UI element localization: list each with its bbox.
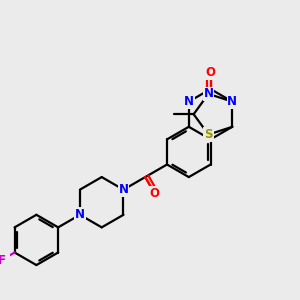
Text: N: N xyxy=(184,95,194,108)
Text: N: N xyxy=(118,183,128,196)
Text: O: O xyxy=(150,187,160,200)
Text: N: N xyxy=(203,87,213,101)
Text: S: S xyxy=(204,128,213,141)
Text: F: F xyxy=(0,254,5,266)
Text: N: N xyxy=(227,95,237,108)
Text: O: O xyxy=(206,66,216,79)
Text: N: N xyxy=(75,208,85,221)
